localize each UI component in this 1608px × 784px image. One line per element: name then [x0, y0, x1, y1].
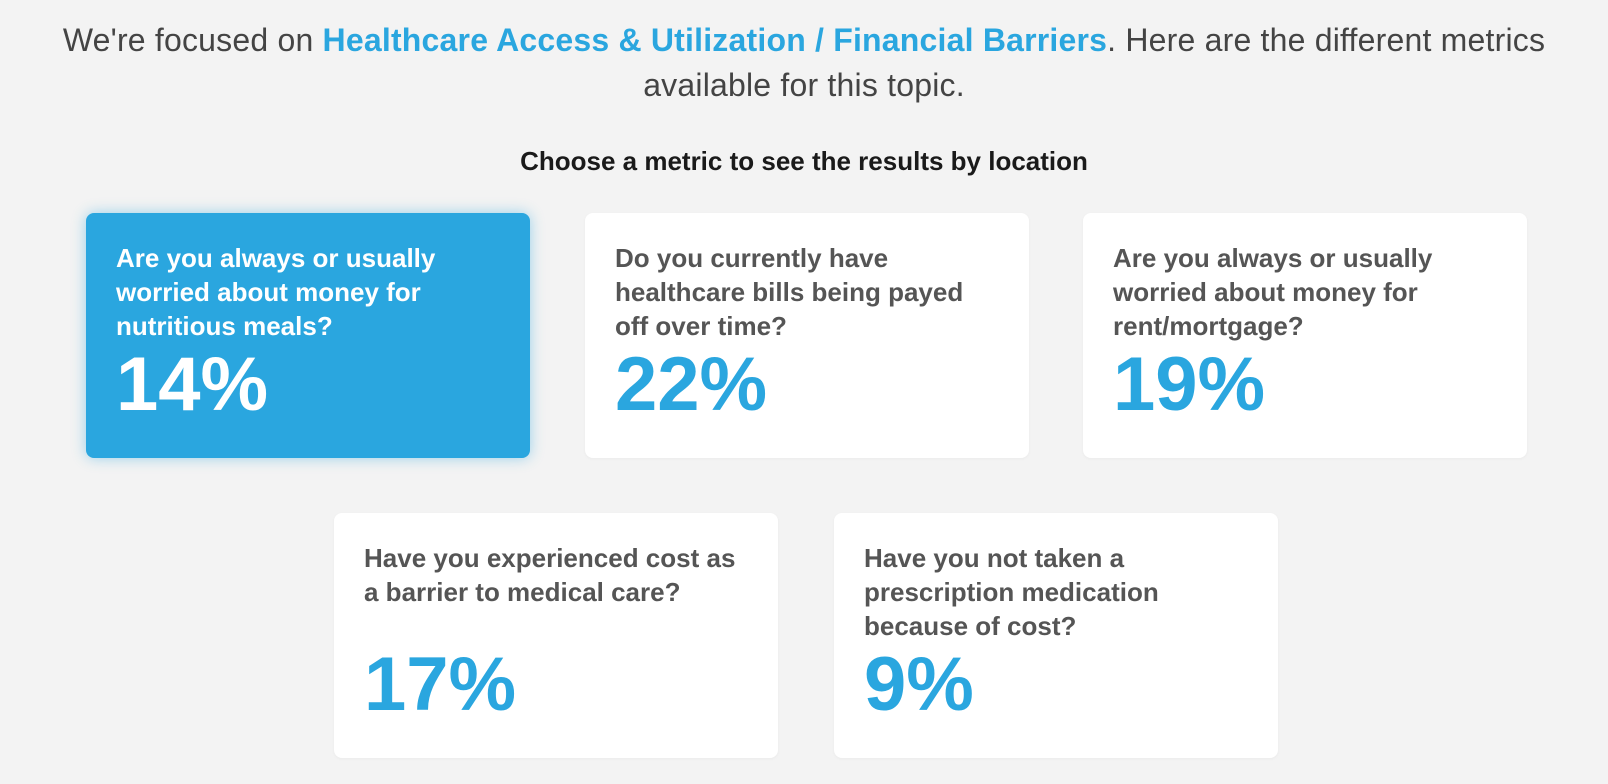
intro-suffix: . Here are the different metrics availab…: [643, 22, 1546, 103]
metric-value: 22%: [615, 342, 768, 427]
metric-question: Are you always or usually worried about …: [116, 243, 436, 341]
metric-question: Do you currently have healthcare bills b…: [615, 243, 964, 341]
metric-question: Are you always or usually worried about …: [1113, 243, 1433, 341]
metric-value: 14%: [116, 342, 269, 427]
metric-card-prescription-cost[interactable]: Have you not taken a prescription medica…: [834, 513, 1278, 758]
metric-value: 9%: [864, 642, 974, 727]
metric-card-rent-mortgage[interactable]: Are you always or usually worried about …: [1083, 213, 1527, 458]
metric-question: Have you experienced cost as a barrier t…: [364, 543, 736, 607]
metric-card-healthcare-bills[interactable]: Do you currently have healthcare bills b…: [585, 213, 1029, 458]
metric-card-nutritious-meals[interactable]: Are you always or usually worried about …: [86, 213, 530, 458]
metric-prompt-heading: Choose a metric to see the results by lo…: [520, 146, 1088, 176]
intro-text: We're focused on Healthcare Access & Uti…: [0, 18, 1608, 108]
topic-name: Healthcare Access & Utilization / Financ…: [322, 22, 1108, 58]
metric-value: 17%: [364, 642, 517, 727]
metric-value: 19%: [1113, 342, 1266, 427]
metric-card-cost-barrier[interactable]: Have you experienced cost as a barrier t…: [334, 513, 778, 758]
metric-question: Have you not taken a prescription medica…: [864, 543, 1159, 641]
intro-prefix: We're focused on: [62, 22, 323, 58]
